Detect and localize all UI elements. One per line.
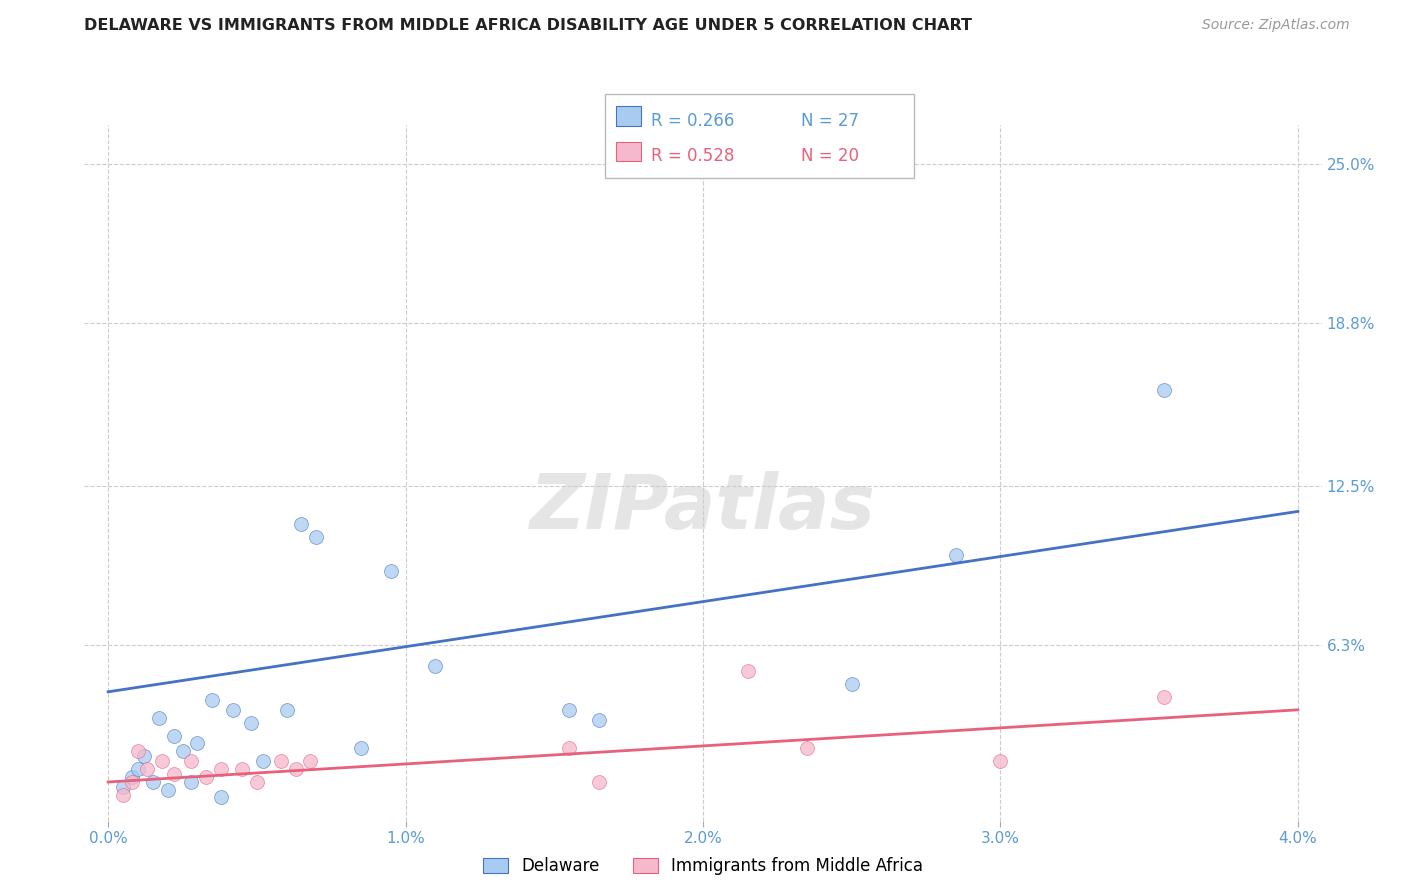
Point xyxy=(270,755,292,769)
Point xyxy=(737,664,759,678)
Point xyxy=(276,703,298,717)
Text: DELAWARE VS IMMIGRANTS FROM MIDDLE AFRICA DISABILITY AGE UNDER 5 CORRELATION CHA: DELAWARE VS IMMIGRANTS FROM MIDDLE AFRIC… xyxy=(84,18,973,33)
Point xyxy=(209,762,232,776)
Point xyxy=(350,741,373,756)
Point xyxy=(290,517,312,532)
Point xyxy=(186,736,208,750)
Point xyxy=(1153,690,1175,704)
Point xyxy=(112,788,135,802)
Text: R = 0.528: R = 0.528 xyxy=(651,147,734,165)
Point xyxy=(195,770,218,784)
Point xyxy=(558,741,581,756)
Point xyxy=(588,713,610,727)
Point xyxy=(1153,384,1175,398)
Text: N = 27: N = 27 xyxy=(801,112,859,129)
Point xyxy=(121,770,143,784)
Point xyxy=(558,703,581,717)
Legend: Delaware, Immigrants from Middle Africa: Delaware, Immigrants from Middle Africa xyxy=(477,851,929,882)
Point xyxy=(172,744,194,758)
Point xyxy=(162,729,184,743)
Point xyxy=(380,564,402,578)
Point xyxy=(132,749,155,764)
Point xyxy=(252,755,274,769)
Point xyxy=(239,715,262,730)
Point xyxy=(121,775,143,789)
Text: N = 20: N = 20 xyxy=(801,147,859,165)
Point xyxy=(299,755,322,769)
Point xyxy=(945,548,967,562)
Point xyxy=(135,762,157,776)
Text: R = 0.266: R = 0.266 xyxy=(651,112,734,129)
Point xyxy=(305,530,328,544)
Point xyxy=(180,775,202,789)
Point xyxy=(425,659,447,673)
Point xyxy=(148,710,170,724)
Point xyxy=(156,782,179,797)
Point xyxy=(127,744,149,758)
Text: Source: ZipAtlas.com: Source: ZipAtlas.com xyxy=(1202,18,1350,32)
Point xyxy=(588,775,610,789)
Point xyxy=(222,703,245,717)
Point xyxy=(112,780,135,794)
Text: ZIPatlas: ZIPatlas xyxy=(530,471,876,544)
Point xyxy=(180,755,202,769)
Point xyxy=(284,762,307,776)
Point xyxy=(127,762,149,776)
Point xyxy=(209,790,232,805)
Point xyxy=(201,692,224,706)
Point xyxy=(162,767,184,781)
Point xyxy=(841,677,863,691)
Point xyxy=(231,762,253,776)
Point xyxy=(150,755,173,769)
Point xyxy=(990,755,1012,769)
Point xyxy=(142,775,165,789)
Point xyxy=(796,741,818,756)
Point xyxy=(246,775,269,789)
